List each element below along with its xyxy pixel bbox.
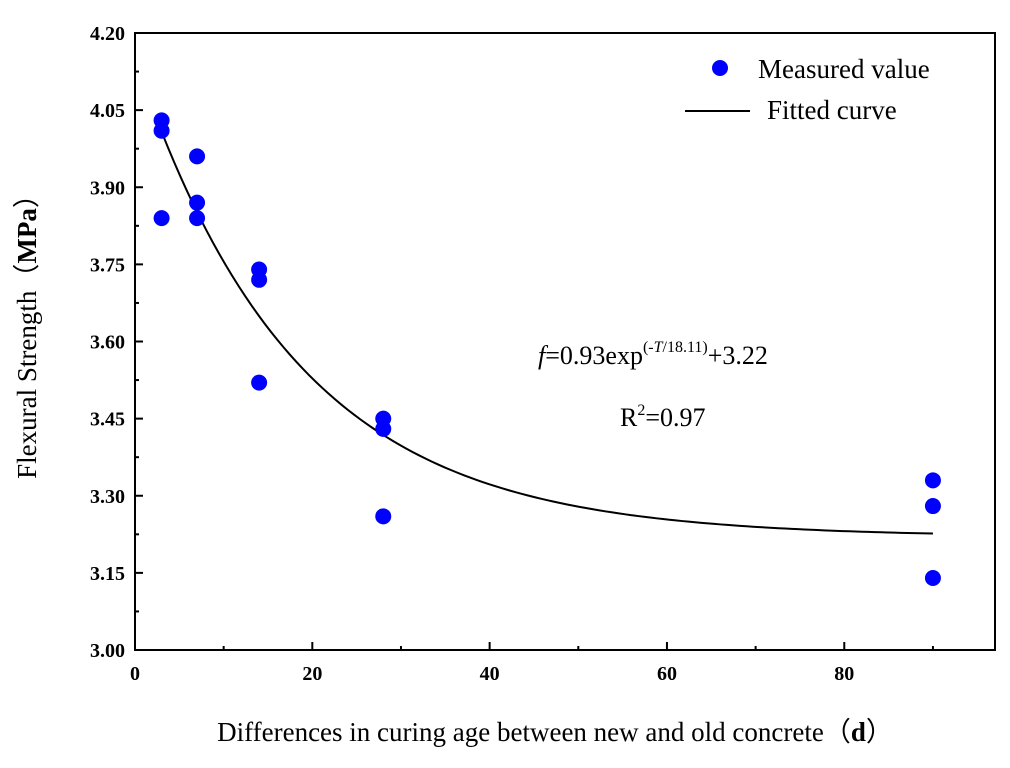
y-tick-label: 3.60 bbox=[90, 332, 125, 354]
measured-points bbox=[153, 112, 941, 587]
x-axis-ticks: 0 20 40 60 80 bbox=[130, 642, 934, 685]
x-tick-label: 60 bbox=[657, 663, 677, 685]
y-tick-label: 3.00 bbox=[90, 640, 125, 662]
measured-point bbox=[375, 420, 392, 437]
measured-point bbox=[924, 472, 941, 489]
legend-marker-measured bbox=[712, 60, 728, 76]
r-squared-annotation: R2=0.97 bbox=[620, 402, 706, 432]
y-tick-label: 4.05 bbox=[90, 100, 125, 122]
measured-point bbox=[189, 210, 206, 227]
y-axis-ticks: 3.00 3.15 3.30 3.45 3.60 3.75 3.90 4.05 4.20 bbox=[90, 23, 143, 662]
y-axis-label: Flexural Strength bbox=[12, 290, 42, 479]
x-axis-title: Differences in curing age between new an… bbox=[217, 717, 893, 747]
x-tick-label: 20 bbox=[302, 663, 322, 685]
measured-point bbox=[189, 148, 206, 165]
y-tick-label: 3.90 bbox=[90, 177, 125, 199]
measured-point bbox=[375, 508, 392, 525]
y-tick-label: 4.20 bbox=[90, 23, 125, 45]
legend: Measured value Fitted curve bbox=[685, 54, 930, 125]
y-axis-unit-open: （ bbox=[12, 264, 42, 291]
r-squared-value: =0.97 bbox=[645, 403, 705, 432]
equation-prefix: =0.93exp bbox=[545, 341, 643, 370]
equation-annotation: f=0.93exp(-T/18.11)+3.22 bbox=[538, 339, 768, 370]
x-tick-label: 0 bbox=[130, 663, 140, 685]
x-axis-unit: d bbox=[851, 717, 866, 747]
y-tick-label: 3.15 bbox=[90, 563, 125, 585]
equation-suffix: +3.22 bbox=[708, 341, 768, 370]
measured-point bbox=[189, 194, 206, 211]
y-axis-unit-close: ） bbox=[12, 181, 42, 208]
equation-exponent-variable: T bbox=[654, 339, 664, 356]
r-squared-sup: 2 bbox=[637, 402, 645, 419]
x-axis-unit-close: ） bbox=[866, 717, 893, 747]
r-squared-r: R bbox=[620, 403, 638, 432]
measured-point bbox=[153, 210, 170, 227]
equation-f: f bbox=[538, 341, 549, 370]
fitted-curve-line bbox=[160, 131, 933, 535]
x-axis-label: Differences in curing age between new an… bbox=[217, 717, 824, 747]
y-axis-title: Flexural Strength（MPa） bbox=[12, 181, 42, 479]
y-tick-label: 3.45 bbox=[90, 409, 125, 431]
legend-label-measured: Measured value bbox=[758, 54, 930, 84]
x-tick-label: 40 bbox=[480, 663, 500, 685]
equation-exponent: (-T/18.11) bbox=[643, 339, 708, 356]
measured-point bbox=[924, 570, 941, 587]
y-axis-unit: MPa bbox=[12, 208, 42, 264]
y-tick-label: 3.30 bbox=[90, 486, 125, 508]
measured-point bbox=[924, 498, 941, 515]
measured-point bbox=[251, 271, 268, 288]
y-tick-label: 3.75 bbox=[90, 254, 125, 276]
measured-point bbox=[153, 122, 170, 139]
x-tick-label: 80 bbox=[834, 663, 854, 685]
x-axis-unit-open: （ bbox=[824, 717, 851, 747]
legend-label-fitted: Fitted curve bbox=[767, 95, 897, 125]
measured-point bbox=[251, 374, 268, 391]
